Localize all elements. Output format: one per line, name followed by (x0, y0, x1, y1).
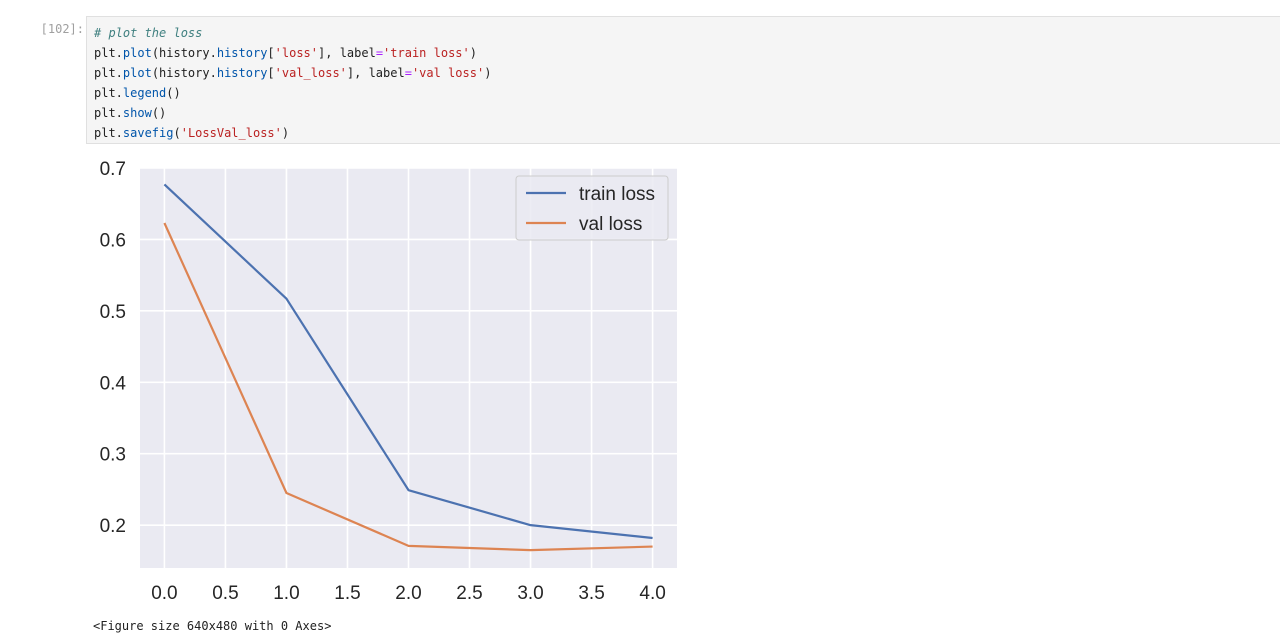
code-token: ) (484, 66, 492, 80)
code-token: ( (173, 126, 181, 140)
x-tick-label: 3.0 (517, 583, 543, 604)
code-token: plt. (94, 46, 123, 60)
code-line: plt.show() (94, 103, 1280, 123)
code-token: ) (281, 126, 290, 140)
code-token: ) (469, 46, 477, 60)
series-line (163, 222, 653, 552)
figure-caption: <Figure size 640x480 with 0 Axes> (93, 619, 332, 633)
legend-label: val loss (579, 214, 642, 235)
code-token: plt. (94, 126, 123, 140)
y-tick-label: 0.5 (100, 302, 126, 323)
code-token: show (122, 106, 152, 120)
code-token: 'val_loss' (274, 66, 347, 80)
code-token: legend (122, 86, 167, 100)
code-token: (history. (151, 46, 217, 60)
cell-prompt: [102]: (40, 22, 84, 36)
x-tick-label: 2.0 (395, 583, 421, 604)
code-token: 'val loss' (411, 66, 485, 80)
code-token: 'LossVal_loss' (180, 126, 282, 140)
code-token: ], label (318, 46, 376, 60)
code-token: ], label (346, 66, 405, 80)
code-token: () (166, 86, 181, 100)
code-token: () (151, 106, 167, 120)
code-line: # plot the loss (94, 23, 1280, 43)
y-tick-label: 0.3 (100, 445, 126, 466)
code-comment: # plot the loss (94, 26, 203, 40)
x-tick-label: 1.0 (273, 583, 299, 604)
code-token: history (216, 66, 268, 80)
code-token: savefig (122, 126, 174, 140)
code-cell-input[interactable]: # plot the loss plt.plot(history.history… (86, 16, 1280, 144)
code-token: = (375, 46, 384, 60)
code-token: = (404, 66, 412, 80)
x-tick-label: 3.5 (578, 583, 604, 604)
y-tick-label: 0.2 (100, 516, 126, 537)
x-tick-label: 0.0 (151, 583, 177, 604)
y-tick-label: 0.7 (100, 159, 126, 180)
x-tick-label: 2.5 (456, 583, 482, 604)
y-tick-label: 0.4 (100, 373, 127, 394)
code-token: 'loss' (274, 46, 319, 60)
x-tick-label: 1.5 (334, 583, 360, 604)
code-token: [ (267, 66, 275, 80)
legend-label: train loss (579, 184, 655, 205)
code-token: plot (122, 66, 152, 80)
cell-output: 0.0 0.5 1.0 1.5 2.0 2.5 3.0 3.5 4.0 0.2 0.3 0.4 0.5 0… (86, 148, 706, 618)
code-line: plt.plot(history.history['val_loss'], la… (94, 63, 1280, 83)
code-line: plt.savefig('LossVal_loss') (94, 123, 1280, 143)
x-tick-label: 4.0 (639, 583, 665, 604)
code-token: history (216, 46, 268, 60)
code-line: plt.plot(history.history['loss'], label=… (94, 43, 1280, 63)
code-token: plt. (94, 86, 123, 100)
code-line: plt.legend() (94, 83, 1280, 103)
code-token: plot (122, 46, 152, 60)
code-token: plt. (94, 106, 123, 120)
y-tick-label: 0.6 (100, 230, 126, 251)
code-token: plt. (94, 66, 123, 80)
x-tick-label: 0.5 (212, 583, 238, 604)
code-token: (history. (151, 66, 217, 80)
series-line (163, 183, 653, 540)
code-token: [ (267, 46, 275, 60)
loss-chart: 0.0 0.5 1.0 1.5 2.0 2.5 3.0 3.5 4.0 0.2 0.3 0.4 0.5 0… (100, 159, 677, 604)
code-token: 'train loss' (383, 46, 470, 60)
